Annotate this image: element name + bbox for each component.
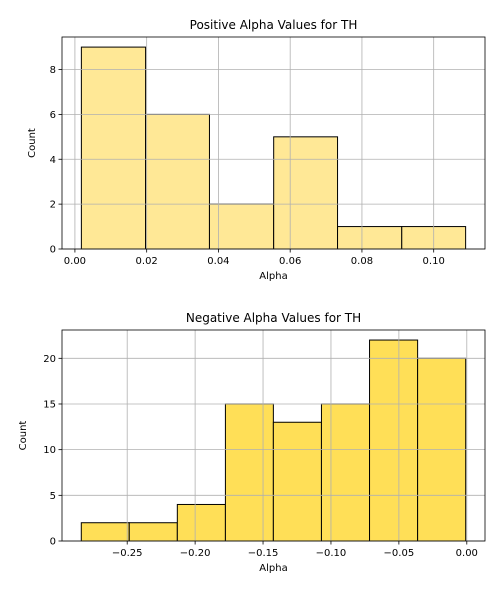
histogram-bar: [273, 136, 339, 250]
y-tick-label: 4: [50, 155, 56, 166]
histogram-bar: [176, 503, 226, 542]
y-axis-label: Count: [18, 421, 29, 451]
y-tick-label: 20: [43, 354, 56, 365]
histogram-bar: [80, 522, 130, 542]
histogram-bar: [80, 46, 147, 250]
y-tick-label: 2: [50, 200, 56, 211]
y-tick-label: 15: [43, 399, 56, 410]
x-tick-label: −0.20: [180, 548, 211, 559]
x-tick-label: 0.04: [207, 256, 229, 267]
x-tick-label: −0.25: [112, 548, 143, 559]
y-tick-label: 10: [43, 445, 56, 456]
chart-title: Positive Alpha Values for TH: [190, 18, 358, 32]
histogram-bar: [320, 403, 371, 542]
x-axis-label: Alpha: [259, 271, 287, 282]
chart-title: Negative Alpha Values for TH: [186, 311, 361, 325]
y-tick-label: 6: [50, 110, 56, 121]
histogram-bar: [224, 403, 274, 542]
histogram-bar: [128, 522, 178, 542]
x-tick-label: 0.02: [136, 256, 158, 267]
x-tick-label: 0.06: [279, 256, 301, 267]
plot-frame: [61, 36, 486, 250]
x-tick-label: 0.00: [456, 548, 478, 559]
x-tick-label: −0.10: [316, 548, 347, 559]
histogram-bar: [369, 339, 419, 542]
negative-alpha-histogram: Negative Alpha Values for TH Alpha Count…: [18, 311, 486, 574]
histogram-bar: [208, 203, 275, 250]
plot-frame: [61, 329, 486, 542]
x-tick-label: 0.08: [351, 256, 373, 267]
x-tick-label: −0.05: [384, 548, 415, 559]
x-tick-label: 0.00: [64, 256, 86, 267]
positive-alpha-histogram: Positive Alpha Values for TH Alpha Count…: [27, 18, 486, 282]
y-tick-label: 5: [50, 491, 56, 502]
x-tick-label: −0.15: [248, 548, 279, 559]
x-tick-label: 0.10: [423, 256, 445, 267]
histogram-bar: [337, 226, 403, 250]
x-axis-label: Alpha: [259, 563, 287, 574]
y-tick-label: 8: [50, 65, 56, 76]
y-tick-label: 0: [50, 537, 56, 548]
y-axis-label: Count: [27, 128, 38, 158]
histogram-bar: [272, 421, 322, 542]
histogram-bar: [145, 113, 210, 250]
y-tick-label: 0: [50, 245, 56, 256]
